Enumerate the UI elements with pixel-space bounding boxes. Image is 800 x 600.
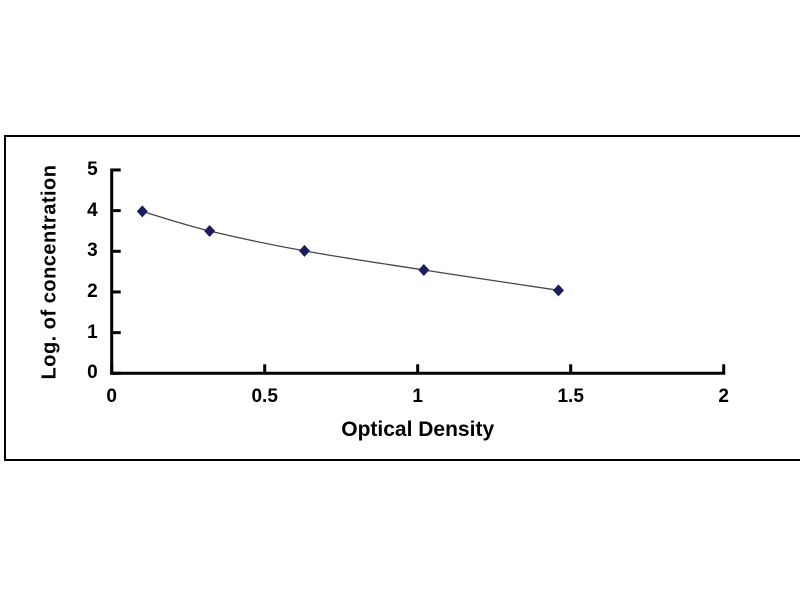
x-tick-label: 2	[718, 386, 729, 408]
y-tick-label: 1	[87, 321, 98, 343]
y-tick-label: 5	[87, 158, 98, 180]
x-tick-label: 1	[412, 386, 423, 408]
y-axis-title: Log. of concentration	[38, 164, 61, 380]
x-axis-title: Optical Density	[341, 418, 495, 442]
chart-frame: Log. of concentration Optical Density 0 1…	[4, 135, 800, 461]
x-tick-label: 0	[106, 386, 117, 408]
data-point-marker	[298, 244, 310, 257]
x-tick-label: 0.5	[251, 386, 278, 408]
y-tick-label: 0	[87, 362, 98, 384]
standard-curve-plot	[110, 168, 726, 375]
standard-curve-line	[142, 210, 559, 291]
y-tick-label: 3	[87, 240, 98, 262]
y-tick-label: 2	[87, 280, 98, 302]
data-point-marker	[136, 205, 148, 218]
data-point-marker	[418, 263, 430, 276]
data-point-marker	[552, 284, 564, 297]
data-point-marker	[204, 224, 216, 237]
y-tick-label: 4	[87, 199, 98, 221]
x-tick-label: 1.5	[557, 386, 584, 408]
